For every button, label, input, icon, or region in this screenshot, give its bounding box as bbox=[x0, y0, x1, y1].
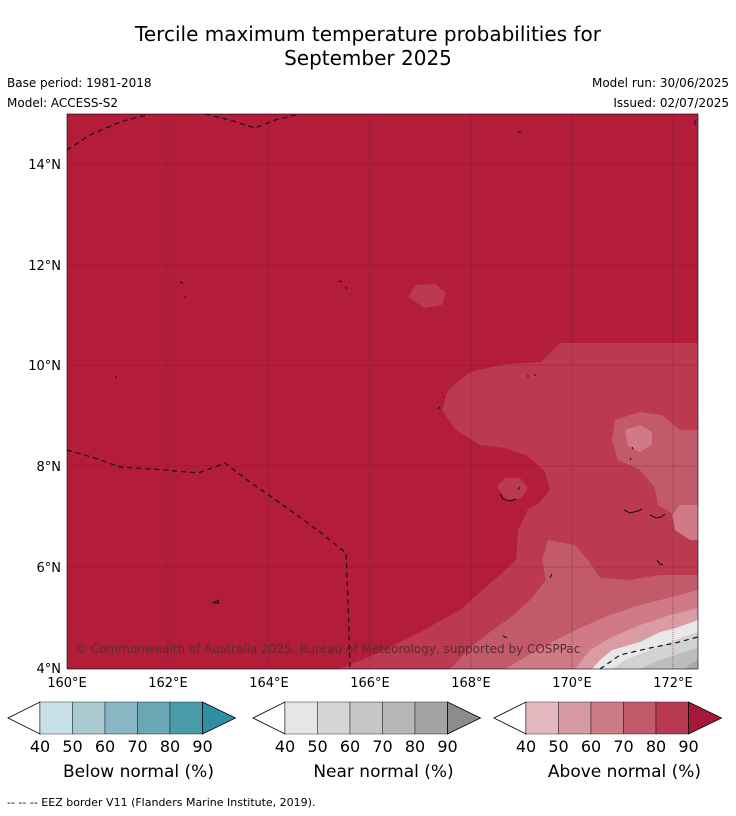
meta-left: Base period: 1981-2018 Model: ACCESS-S2 bbox=[7, 73, 152, 113]
above-60-patch bbox=[625, 425, 652, 452]
colorbar-tick: 70 bbox=[127, 737, 147, 756]
colorbar-tick: 40 bbox=[275, 737, 295, 756]
colorbar-tick: 60 bbox=[95, 737, 115, 756]
colorbar-tick: 80 bbox=[646, 737, 666, 756]
colorbar-title: Near normal (%) bbox=[313, 762, 454, 782]
footer-note: -- -- -- EEZ border V11 (Flanders Marine… bbox=[7, 796, 316, 809]
colorbar-tick: 50 bbox=[62, 737, 82, 756]
colorbar-segment bbox=[169, 701, 203, 735]
colorbar-segment bbox=[558, 701, 592, 735]
colorbar-tick: 90 bbox=[678, 737, 698, 756]
colorbar-segment bbox=[39, 701, 73, 735]
colorbar-segment bbox=[525, 701, 559, 735]
near-normal-area-darkest bbox=[685, 660, 698, 669]
colorbar-tick: 50 bbox=[307, 737, 327, 756]
title-line-1: Tercile maximum temperature probabilitie… bbox=[135, 22, 601, 46]
eez-borders bbox=[67, 114, 698, 669]
colorbar-low-extend bbox=[252, 701, 286, 735]
chart-title: Tercile maximum temperature probabilitie… bbox=[0, 22, 736, 70]
issued-date: Issued: 02/07/2025 bbox=[613, 96, 729, 110]
lon-label: 160°E bbox=[47, 676, 87, 691]
colorbar-segment bbox=[414, 701, 448, 735]
lon-label: 170°E bbox=[552, 676, 592, 691]
title-line-2: September 2025 bbox=[284, 46, 452, 70]
colorbar-tick: 70 bbox=[372, 737, 392, 756]
meta-right: Model run: 30/06/2025 Issued: 02/07/2025 bbox=[592, 73, 729, 113]
colorbar-tick: 80 bbox=[160, 737, 180, 756]
islands bbox=[115, 120, 696, 639]
colorbar: 40 50 60 70 80 90 bbox=[493, 700, 736, 760]
colorbar-low-extend bbox=[493, 701, 527, 735]
lon-label: 162°E bbox=[148, 676, 188, 691]
model-run: Model run: 30/06/2025 bbox=[591, 76, 729, 90]
colorbar-segment bbox=[349, 701, 383, 735]
colorbar: 40 50 60 70 80 90 bbox=[252, 700, 515, 760]
lat-label: 6°N bbox=[37, 561, 62, 576]
above-60-east bbox=[672, 505, 698, 540]
colorbar-tick: 90 bbox=[192, 737, 212, 756]
near-normal-area-darker bbox=[640, 648, 698, 669]
lon-label: 164°E bbox=[249, 676, 289, 691]
colorbar-segment bbox=[104, 701, 138, 735]
lon-labels: 160°E 162°E 164°E 166°E 168°E 170°E 172°E bbox=[47, 676, 693, 691]
colorbar-segment bbox=[382, 701, 416, 735]
probability-map: © Commonwealth of Australia 2025, Bureau… bbox=[28, 113, 699, 691]
colorbar-tick: 70 bbox=[613, 737, 633, 756]
colorbar-tick: 60 bbox=[340, 737, 360, 756]
colorbar: 40 50 60 70 80 90 bbox=[7, 700, 270, 760]
lat-labels: 14°N 12°N 10°N 8°N 6°N 4°N bbox=[28, 158, 61, 677]
lat-label: 14°N bbox=[28, 158, 61, 173]
lat-label: 4°N bbox=[37, 662, 62, 677]
map-frame bbox=[66, 113, 699, 670]
lon-label: 166°E bbox=[350, 676, 390, 691]
colorbar-tick: 40 bbox=[30, 737, 50, 756]
model-name: Model: ACCESS-S2 bbox=[7, 96, 119, 110]
colorbar-segment bbox=[284, 701, 318, 735]
colorbar-tick: 40 bbox=[516, 737, 536, 756]
colorbar-segment bbox=[72, 701, 106, 735]
colorbar-high-extend bbox=[202, 701, 237, 735]
colorbar-segment bbox=[317, 701, 351, 735]
map-fill bbox=[67, 114, 698, 669]
above-80-island-2 bbox=[497, 478, 528, 500]
colorbar-high-extend bbox=[688, 701, 723, 735]
colorbar-low-extend bbox=[7, 701, 41, 735]
lon-label: 172°E bbox=[653, 676, 693, 691]
colorbar-title: Below normal (%) bbox=[63, 762, 214, 782]
colorbar-segment bbox=[623, 701, 657, 735]
base-period: Base period: 1981-2018 bbox=[7, 76, 152, 90]
colorbar-segment bbox=[590, 701, 624, 735]
lat-label: 10°N bbox=[28, 359, 61, 374]
lon-label: 168°E bbox=[451, 676, 491, 691]
lat-label: 8°N bbox=[37, 460, 62, 475]
colorbar-title: Above normal (%) bbox=[547, 762, 702, 782]
colorbar-tick: 50 bbox=[548, 737, 568, 756]
colorbar-tick: 80 bbox=[405, 737, 425, 756]
copyright-text: © Commonwealth of Australia 2025, Bureau… bbox=[75, 642, 580, 656]
above-80-island bbox=[408, 284, 446, 308]
colorbar-segment bbox=[655, 701, 689, 735]
colorbar-tick: 60 bbox=[581, 737, 601, 756]
lat-label: 12°N bbox=[28, 259, 61, 274]
colorbar-tick: 90 bbox=[437, 737, 457, 756]
colorbar-segment bbox=[137, 701, 171, 735]
graticule bbox=[67, 114, 698, 669]
colorbar-high-extend bbox=[447, 701, 482, 735]
